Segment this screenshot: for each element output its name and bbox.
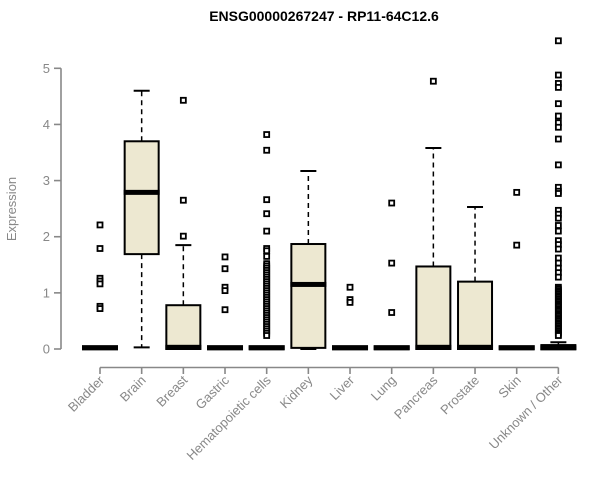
outlier-point <box>346 299 354 306</box>
boxplot-liver <box>332 283 369 351</box>
x-tick-label-prostate: Prostate <box>437 373 482 418</box>
outlier-point <box>554 71 562 79</box>
x-tick-label-brain: Brain <box>117 373 149 405</box>
boxplot-unknown-other <box>540 37 577 351</box>
outlier-point <box>513 188 521 196</box>
outlier-point <box>179 96 187 104</box>
outlier-point <box>221 253 229 261</box>
outlier-point <box>263 252 271 260</box>
outlier-point <box>554 245 562 253</box>
outlier-point <box>96 245 104 252</box>
outlier-point <box>263 146 271 154</box>
median-line <box>540 345 577 351</box>
x-tick-label-unknown-other: Unknown / Other <box>486 372 566 452</box>
outlier-point <box>554 83 562 91</box>
outlier-point <box>263 247 271 255</box>
y-tick-label: 4 <box>43 117 50 132</box>
iqr-box <box>165 304 202 350</box>
outlier-point <box>554 135 562 143</box>
outlier-point <box>554 37 562 45</box>
outlier-point <box>263 131 271 138</box>
boxplot-breast <box>165 96 202 350</box>
boxplot-lung <box>373 199 410 351</box>
x-tick-label-breast: Breast <box>153 372 190 409</box>
boxplot-kidney <box>290 170 327 350</box>
x-tick-label-pancreas: Pancreas <box>391 372 441 422</box>
outlier-point <box>221 306 229 314</box>
x-tick-label-skin: Skin <box>495 373 523 401</box>
iqr-box <box>290 243 327 349</box>
outlier-point <box>554 332 562 339</box>
median-line <box>82 345 118 351</box>
y-tick-label: 1 <box>43 285 50 300</box>
outlier-point <box>554 100 562 108</box>
x-tick-label-bladder: Bladder <box>65 372 108 415</box>
outlier-point <box>179 196 187 204</box>
x-tick-label-kidney: Kidney <box>277 372 316 411</box>
box-series <box>82 37 577 351</box>
boxplot-hematopoietic-cells <box>248 131 285 351</box>
outlier-point <box>554 161 562 169</box>
median-line <box>207 345 244 351</box>
boxplot-pancreas <box>415 77 452 351</box>
iqr-box <box>123 140 160 256</box>
outlier-point <box>221 287 229 295</box>
outlier-point <box>388 309 396 316</box>
outlier-point <box>388 199 396 207</box>
outlier-point <box>263 332 271 339</box>
median-line <box>457 344 494 350</box>
y-tick-label: 2 <box>43 229 50 244</box>
outlier-point <box>554 214 562 222</box>
outlier-point <box>96 280 104 288</box>
iqr-box <box>415 265 452 351</box>
outlier-point <box>346 283 354 291</box>
x-tick-label-gastric: Gastric <box>192 372 232 412</box>
outlier-point <box>263 196 271 204</box>
x-tick-label-liver: Liver <box>327 372 358 403</box>
median-line <box>373 345 410 351</box>
boxplot-prostate <box>457 205 494 350</box>
median-line <box>332 345 369 351</box>
outlier-point <box>263 227 271 235</box>
outlier-point <box>554 190 562 197</box>
outlier-point <box>263 210 271 218</box>
boxplot-skin <box>498 188 535 351</box>
median-line <box>290 281 327 287</box>
outlier-point <box>388 259 396 267</box>
x-tick-label-lung: Lung <box>368 373 399 404</box>
outlier-point <box>96 305 104 312</box>
outlier-point <box>554 123 562 131</box>
median-line <box>498 345 535 351</box>
outlier-point <box>554 222 562 229</box>
outlier-point <box>429 77 437 85</box>
outlier-point <box>96 221 104 229</box>
y-tick-label: 5 <box>43 61 50 76</box>
outlier-point <box>179 232 187 240</box>
y-tick-label: 3 <box>43 173 50 188</box>
median-line <box>415 344 452 350</box>
median-line <box>123 189 160 195</box>
y-tick-label: 0 <box>43 342 50 357</box>
y-axis-label: Expression <box>4 177 19 241</box>
outlier-point <box>221 265 229 273</box>
median-line <box>248 345 285 351</box>
boxplot-gastric <box>207 253 244 351</box>
outlier-point <box>554 112 562 120</box>
boxplot-brain <box>123 89 160 349</box>
outlier-point <box>513 241 521 249</box>
outlier-point <box>554 273 562 281</box>
chart-title: ENSG00000267247 - RP11-64C12.6 <box>209 8 439 24</box>
median-line <box>165 344 202 350</box>
iqr-box <box>457 280 494 350</box>
boxplot-bladder <box>82 221 118 351</box>
outlier-point <box>554 227 562 235</box>
